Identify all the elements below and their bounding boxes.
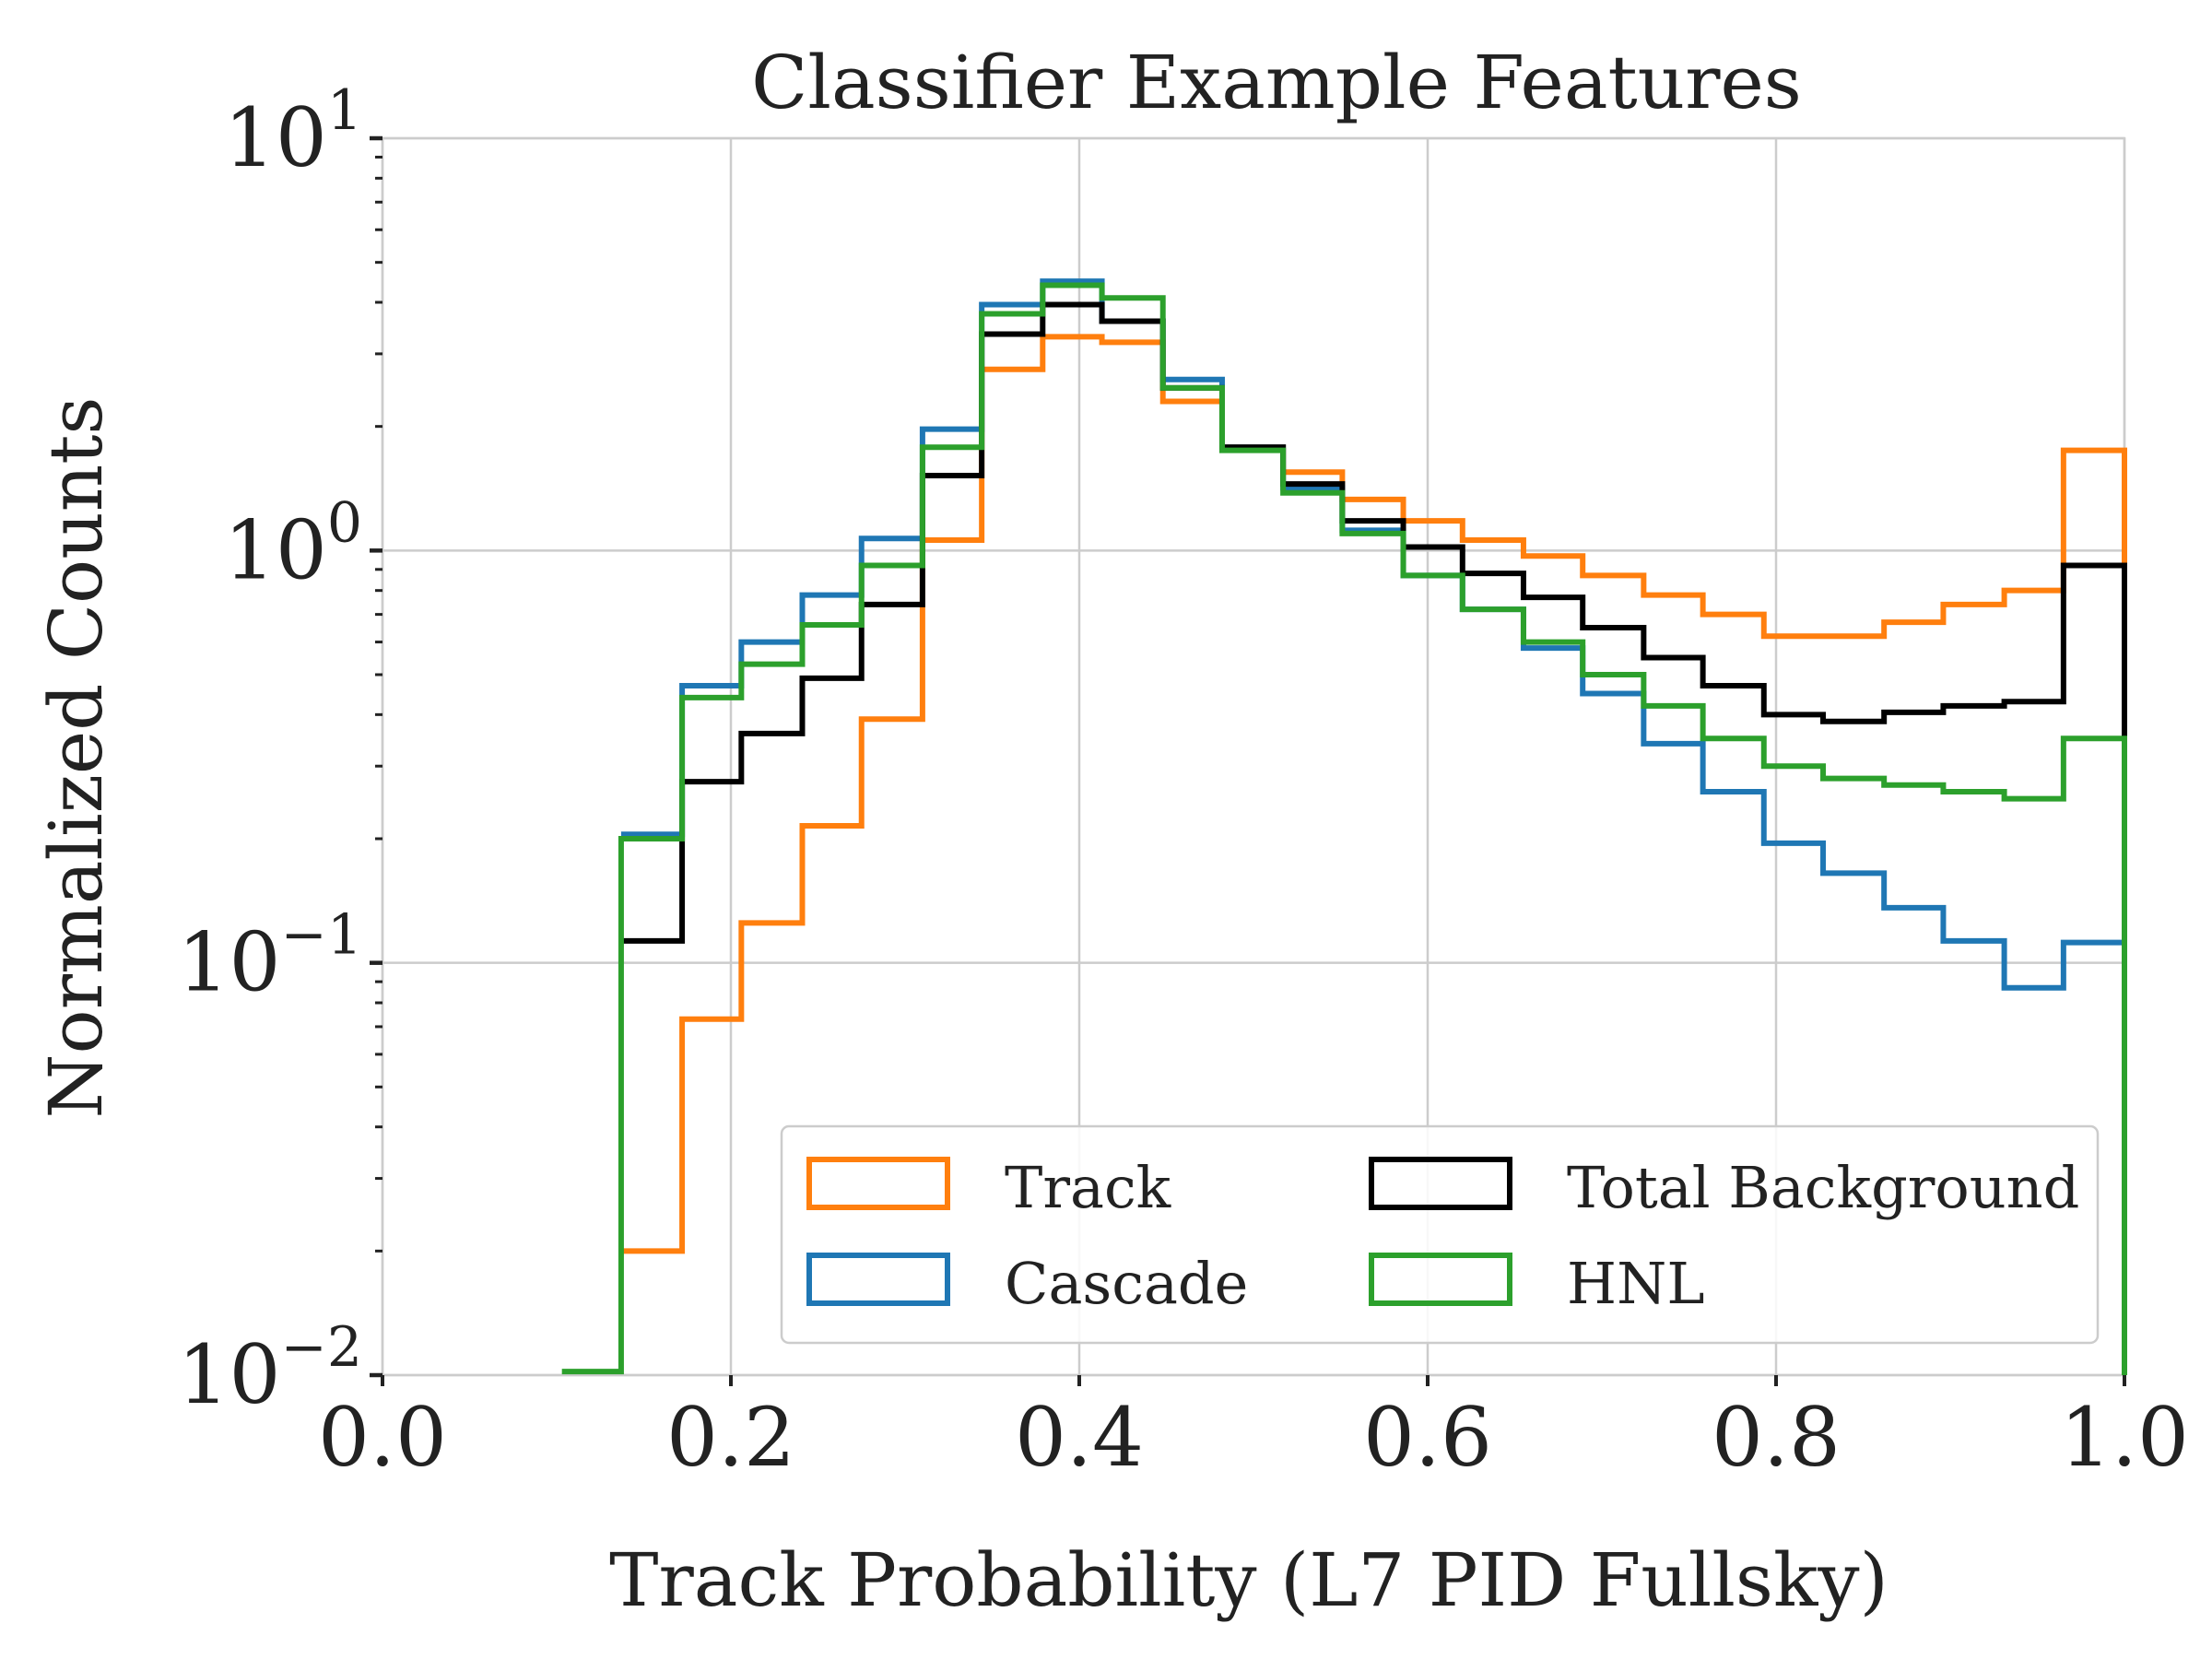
x-tick-label: 0.8 [1712,1390,1841,1485]
y-tick-label: 100 [224,490,362,597]
chart-title: Classifier Example Features [751,40,1802,125]
legend-box [780,1124,2100,1345]
x-tick-label: 0.2 [666,1390,795,1485]
series-total-background [620,301,2127,1375]
series-track [620,334,2127,1375]
y-axis-label: Normalized Counts [33,397,119,1119]
legend-label-cascade: Cascade [1005,1250,1248,1317]
y-tick-label: 10−1 [178,903,362,1010]
x-tick-label: 0.0 [318,1390,447,1485]
x-tick-label: 1.0 [2060,1390,2189,1485]
legend-swatch-total-background [1369,1157,1512,1210]
legend-swatch-hnl [1369,1253,1512,1306]
x-tick-label: 0.4 [1015,1390,1144,1485]
legend: Track Total Background Cascade HNL [780,1124,2100,1345]
x-axis-label: Track Probability (L7 PID Fullsky) [609,1537,1888,1623]
legend-label-track: Track [1005,1154,1171,1221]
legend-label-total-background: Total Background [1567,1154,2079,1221]
legend-swatch-cascade [806,1253,950,1306]
series-hnl [561,282,2127,1375]
series-layer [561,278,2127,1375]
legend-swatch-track [806,1157,950,1210]
x-tick-label: 0.6 [1363,1390,1492,1485]
axes: 0.0 0.2 0.4 0.6 0.8 1.0 101 100 10−1 10−2 [178,78,2189,1485]
legend-label-hnl: HNL [1567,1250,1705,1317]
y-tick-label: 10−2 [178,1315,362,1422]
y-tick-label: 101 [224,78,362,185]
